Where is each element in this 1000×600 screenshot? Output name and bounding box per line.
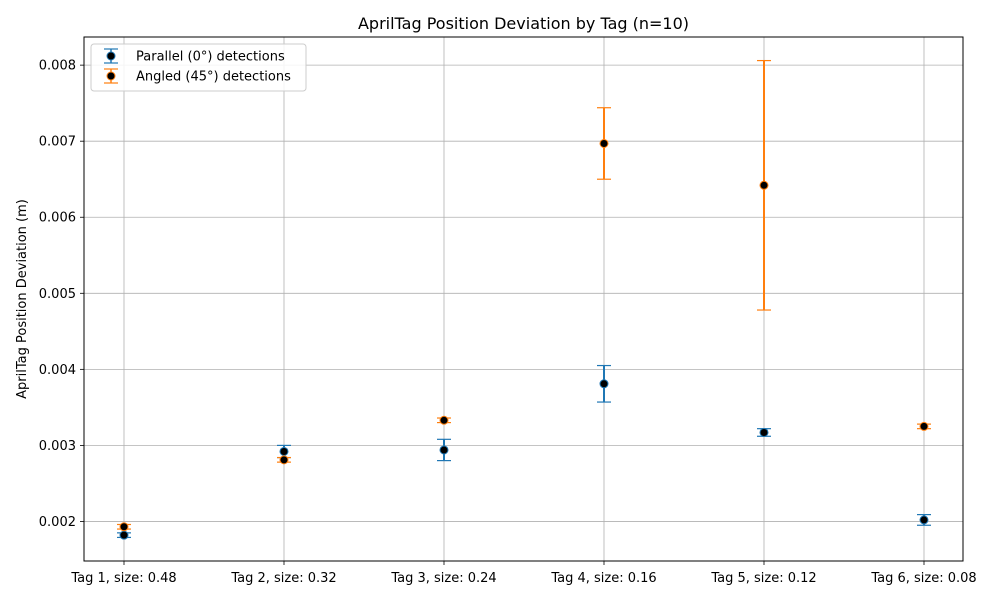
data-point [759, 180, 769, 190]
legend-label: Angled (45°) detections [136, 70, 291, 85]
x-tick-label: Tag 1, size: 0.48 [70, 571, 176, 586]
data-series [117, 59, 931, 540]
data-point [599, 138, 609, 148]
x-tick-label: Tag 2, size: 0.32 [230, 571, 336, 586]
legend: Parallel (0°) detections Angled (45°) det… [90, 43, 307, 92]
legend-box [90, 43, 307, 92]
grid-lines [84, 37, 963, 561]
data-point [919, 515, 929, 525]
legend-marker [106, 51, 116, 61]
x-tick-label: Tag 3, size: 0.24 [390, 571, 496, 586]
x-tick-label: Tag 6, size: 0.08 [870, 571, 976, 586]
data-point [279, 446, 289, 456]
y-tick-label: 0.002 [39, 515, 76, 530]
data-point [119, 530, 129, 540]
data-point [439, 445, 449, 455]
series-1 [117, 364, 931, 540]
y-tick-label: 0.008 [39, 59, 76, 74]
y-tick-label: 0.003 [39, 439, 76, 454]
y-tick-label: 0.007 [39, 135, 76, 150]
data-point [279, 455, 289, 465]
x-tick-label: Tag 5, size: 0.12 [710, 571, 816, 586]
legend-label: Parallel (0°) detections [136, 50, 285, 65]
data-point [119, 522, 129, 532]
data-point [439, 415, 449, 425]
plot-area-frame [83, 36, 964, 562]
chart-title: AprilTag Position Deviation by Tag (n=10… [358, 14, 689, 33]
legend-marker [106, 71, 116, 81]
data-point [759, 427, 769, 437]
y-tick-label: 0.004 [39, 363, 76, 378]
y-tick-label: 0.005 [39, 287, 76, 302]
axes-ticks: Tag 1, size: 0.48 Tag 2, size: 0.32 Tag 3,… [39, 59, 977, 586]
x-tick-label: Tag 4, size: 0.16 [550, 571, 656, 586]
y-tick-label: 0.006 [39, 211, 76, 226]
data-point [919, 421, 929, 431]
series-2 [117, 59, 931, 532]
y-axis-label: AprilTag Position Deviation (m) [15, 199, 30, 399]
data-point [599, 379, 609, 389]
